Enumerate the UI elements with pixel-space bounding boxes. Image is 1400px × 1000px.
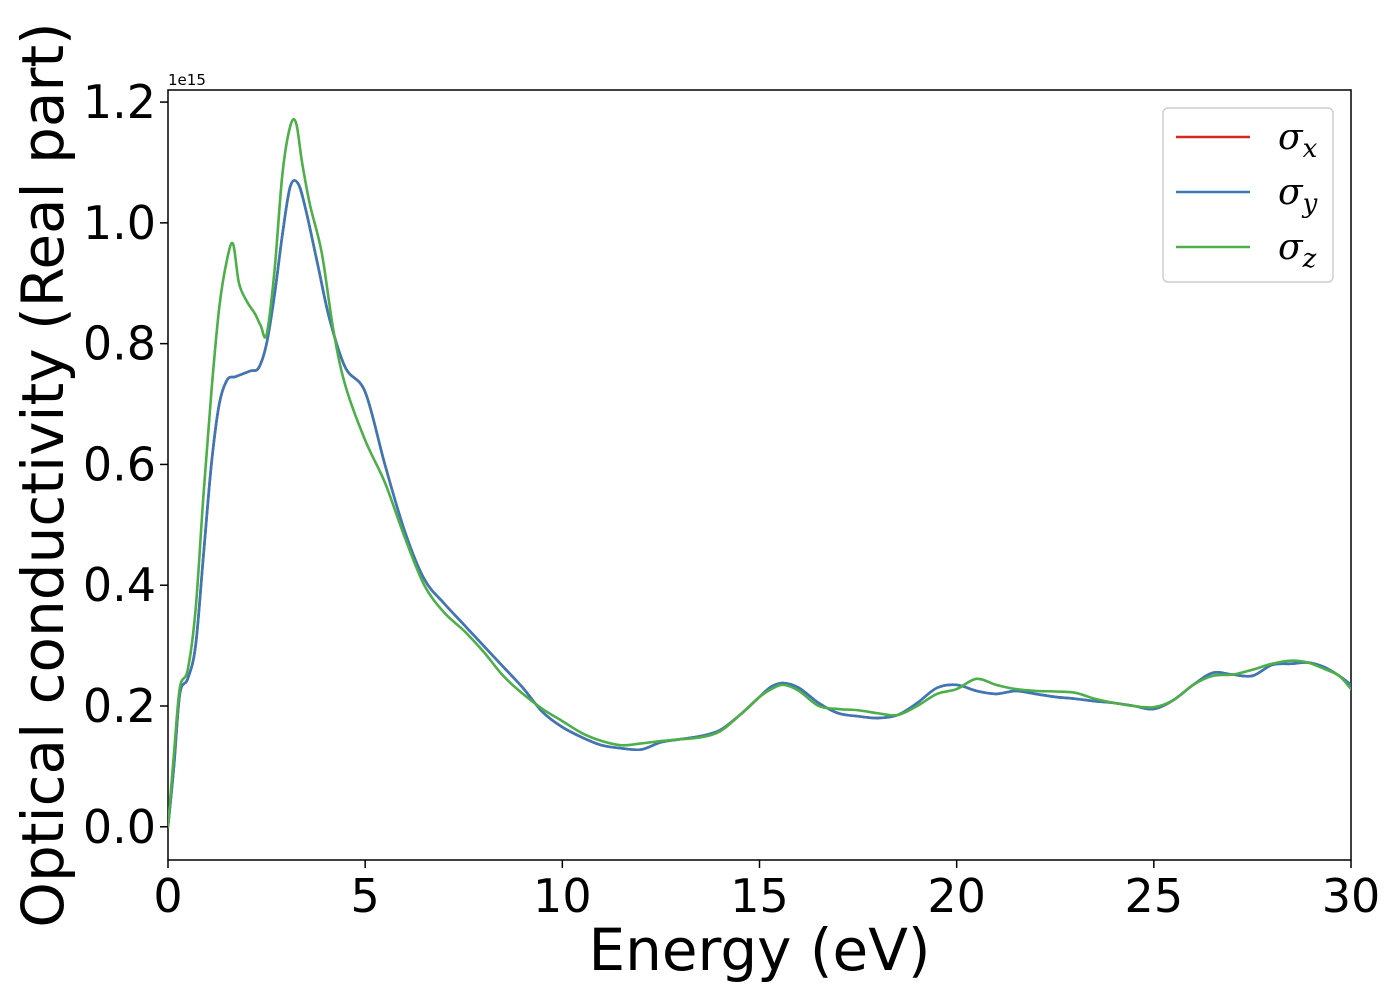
x-tick-label: 20 [927,869,986,923]
y-tick-label: 0.4 [83,558,156,612]
series-line-z [168,117,1351,829]
y-tick-label: 1.0 [83,196,156,250]
x-axis-ticks: 0 5 10 15 20 25 30 [153,860,1380,923]
legend-label-z: σz [1278,227,1317,274]
x-tick-label: 30 [1322,869,1381,923]
x-tick-label: 25 [1125,869,1184,923]
y-tick-label: 0.0 [83,800,156,854]
x-tick-label: 5 [351,869,380,923]
y-tick-label: 1.2 [83,75,156,129]
x-axis-label: Energy (eV) [588,916,930,984]
legend-box [1162,107,1334,283]
legend: σx σy σz [1162,107,1334,283]
x-tick-label: 15 [730,869,789,923]
y-tick-label: 0.8 [83,317,156,371]
x-tick-label: 0 [153,869,182,923]
series-layer [168,117,1351,829]
legend-items: σx σy σz [1176,117,1318,274]
y-tick-label: 0.6 [83,437,156,491]
legend-label-y: σy [1278,172,1318,219]
y-axis-offset-label: 1e15 [168,71,206,89]
y-tick-label: 0.2 [83,679,156,733]
x-tick-label: 10 [533,869,592,923]
plot-frame [167,89,1352,861]
legend-label-x: σx [1278,117,1318,164]
y-axis-ticks: 0.0 0.2 0.4 0.6 0.8 1.0 1.2 [83,75,168,854]
plot-area [167,89,1352,861]
y-axis-label: Optical conductivity (Real part) [9,22,77,927]
